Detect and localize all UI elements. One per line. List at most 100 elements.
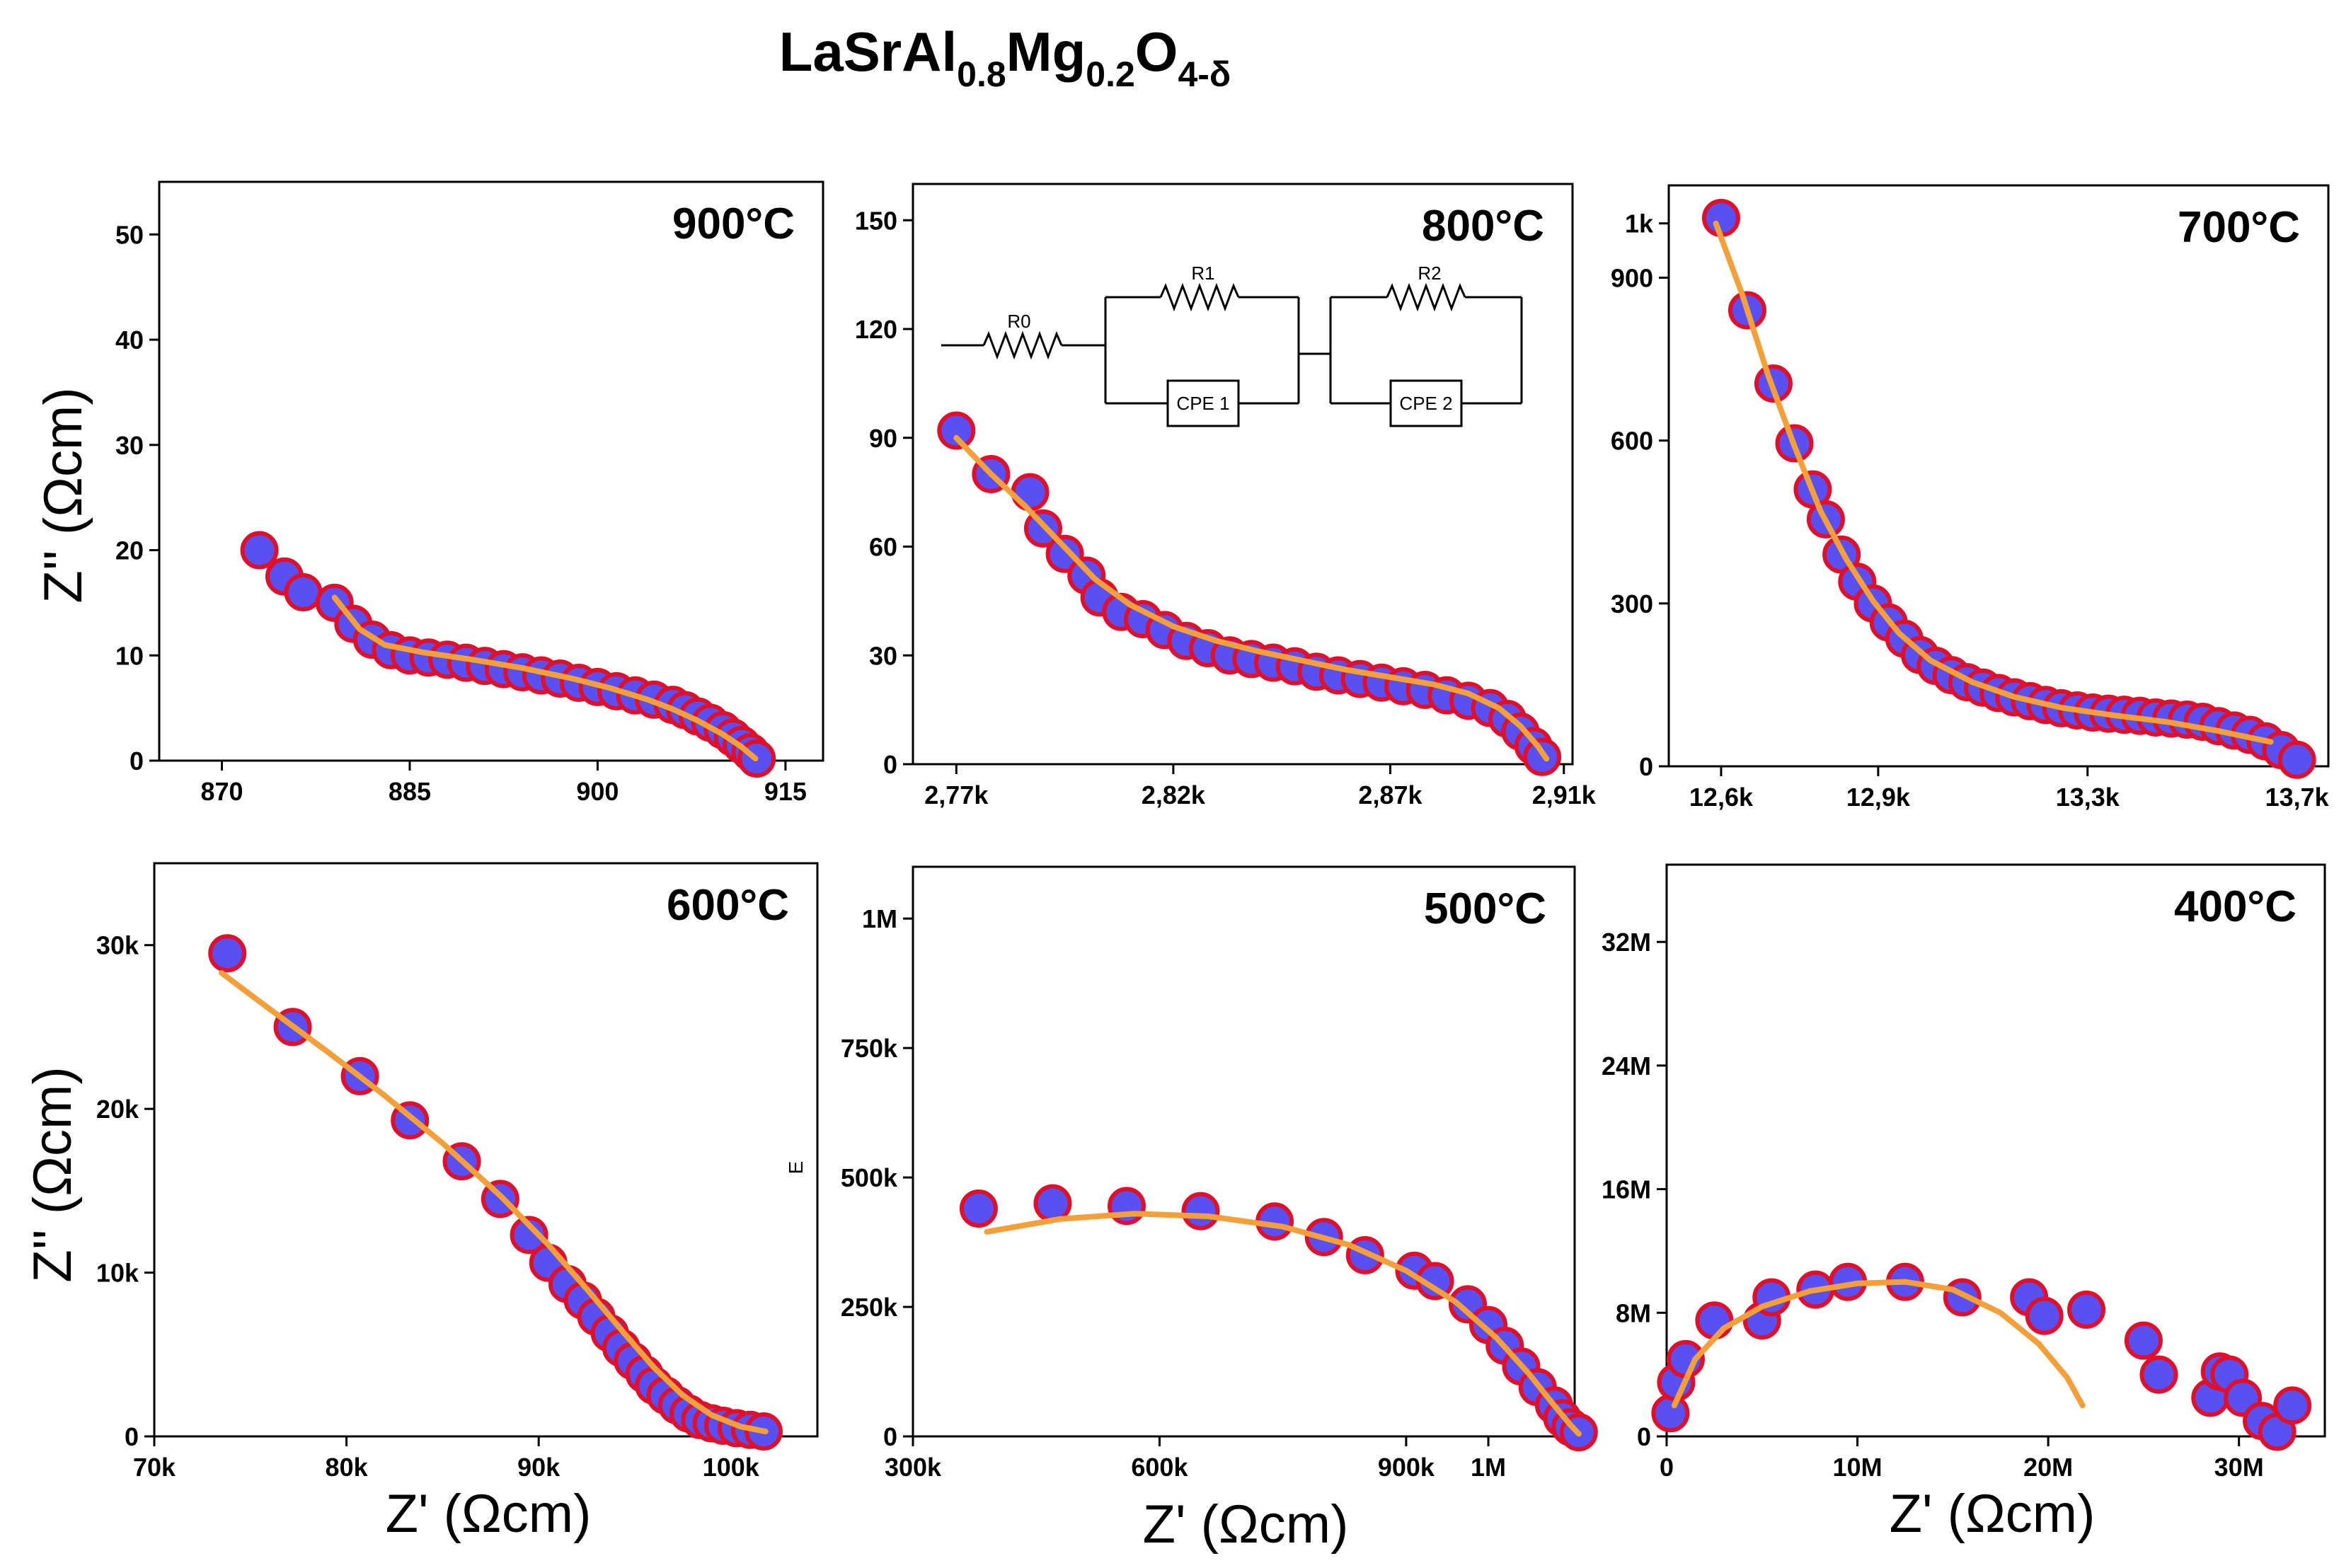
cpe1-label: CPE 1 <box>1176 393 1229 414</box>
y-tick-label: 30 <box>115 431 144 460</box>
title-subscript: 0.2 <box>1086 54 1135 94</box>
data-point <box>2025 1296 2064 1335</box>
data-point <box>937 411 976 450</box>
ylabel-bottom-row: Z'' (Ωcm) <box>23 1066 83 1282</box>
temperature-label: 400°C <box>2174 882 2297 931</box>
x-tick-label: 1M <box>1471 1453 1506 1482</box>
y-tick-label: 900 <box>1611 263 1653 292</box>
chart-panel-2: 0 30 60 90 120 150 2,77k 2,82k 2,87k 2,91k 800°C <box>855 183 1597 809</box>
chart-panel-1: 0 10 20 30 40 50 870 885 900 915 900°C <box>115 180 824 806</box>
fit-line <box>953 434 1550 762</box>
plot-frame <box>912 183 1574 766</box>
x-tick-label: 2,77k <box>924 780 989 809</box>
data-point <box>284 573 323 612</box>
resistor-r1 <box>1159 282 1240 312</box>
y-tick-label: 10 <box>115 641 144 670</box>
data-point <box>510 1216 548 1255</box>
x-tick-label: 2,91k <box>1532 780 1597 809</box>
fit-line <box>1713 220 2274 745</box>
data-point <box>240 531 279 570</box>
y-tick-label: 20 <box>115 536 144 565</box>
x-tick-label: 70k <box>133 1453 176 1482</box>
fit-line <box>219 970 769 1435</box>
x-tick-label: 600k <box>1131 1453 1188 1482</box>
resistor-r0 <box>982 330 1063 360</box>
x-tick-label: 90k <box>517 1453 561 1482</box>
y-tick-label: 24M <box>1602 1051 1651 1080</box>
stray-label: E <box>785 1161 807 1175</box>
y-tick-label: 1M <box>862 904 897 933</box>
x-tick-label: 12,9k <box>1846 783 1911 812</box>
x-tick-label: 80k <box>326 1453 369 1482</box>
temperature-label: 700°C <box>2178 203 2300 252</box>
y-tick-label: 750k <box>841 1034 898 1063</box>
y-tick-label: 300 <box>1611 589 1653 618</box>
x-tick-label: 20M <box>2023 1453 2073 1482</box>
chart-panel-5: 0 250k 500k 750k 1M 300k 600k 900k 1M 500°C <box>841 865 1598 1482</box>
x-tick-label: 13,7k <box>2265 783 2330 812</box>
y-tick-label: 0 <box>883 750 897 779</box>
y-tick-label: 0 <box>130 746 144 776</box>
cpe2-label: CPE 2 <box>1399 393 1452 414</box>
chart-panel-4: 0 10k 20k 30k 70k 80k 90k 100k 600°C <box>96 862 819 1482</box>
data-point <box>959 1189 998 1228</box>
resistor-r2 <box>1386 282 1466 312</box>
r1-label: R1 <box>1191 263 1214 284</box>
data-point <box>1695 1301 1734 1340</box>
r2-label: R2 <box>1418 263 1441 284</box>
x-tick-label: 300k <box>885 1453 942 1482</box>
data-point <box>2273 1386 2312 1425</box>
title-subscript: 0.8 <box>957 54 1006 94</box>
x-tick-label: 900k <box>1378 1453 1435 1482</box>
chart-panel-3: 0 300 600 900 1k 12,6k 12,9k 13,3k 13,7k 700°C <box>1611 184 2330 812</box>
y-tick-label: 600 <box>1611 427 1653 456</box>
data-point <box>2124 1321 2163 1360</box>
chart-panel-6: 0 8M 16M 24M 32M 0 10M 20M 30M 400°C <box>1602 863 2326 1482</box>
title-segment: LaSrAl <box>779 21 957 83</box>
title-subscript: 4-δ <box>1178 54 1231 94</box>
y-tick-label: 30 <box>869 641 897 670</box>
y-tick-label: 30k <box>96 931 139 960</box>
temperature-label: 800°C <box>1422 202 1544 250</box>
data-point <box>208 934 247 973</box>
figure-title: LaSrAl0.8Mg0.2O4-δ <box>779 21 1231 94</box>
y-tick-label: 250k <box>841 1293 898 1322</box>
x-tick-label: 870 <box>200 777 243 806</box>
y-tick-label: 500k <box>841 1163 898 1192</box>
y-tick-label: 20k <box>96 1095 139 1124</box>
x-tick-label: 0 <box>1660 1453 1674 1482</box>
x-tick-label: 12,6k <box>1689 783 1754 812</box>
y-tick-label: 0 <box>1639 752 1653 781</box>
x-tick-label: 2,82k <box>1142 780 1206 809</box>
fit-line <box>984 1211 1582 1437</box>
x-tick-label: 2,87k <box>1358 780 1422 809</box>
equivalent-circuit-inset <box>941 282 1523 427</box>
y-tick-label: 90 <box>869 424 897 453</box>
y-tick-label: 10k <box>96 1259 139 1288</box>
data-point <box>2139 1355 2178 1394</box>
x-tick-label: 885 <box>389 777 431 806</box>
data-point <box>1651 1394 1690 1433</box>
x-tick-label: 100k <box>703 1453 760 1482</box>
xlabel-panel-4: Z' (Ωcm) <box>386 1484 592 1544</box>
x-tick-label: 13,3k <box>2056 783 2120 812</box>
x-tick-label: 900 <box>576 777 619 806</box>
data-point <box>1011 473 1050 512</box>
y-tick-label: 8M <box>1616 1298 1651 1327</box>
title-segment: Mg <box>1006 21 1086 83</box>
plot-frame <box>912 865 1576 1438</box>
xlabel-panel-5: Z' (Ωcm) <box>1143 1494 1349 1555</box>
x-tick-label: 10M <box>1833 1453 1882 1482</box>
r0-label: R0 <box>1007 311 1030 332</box>
data-point <box>2067 1290 2106 1329</box>
y-tick-label: 16M <box>1602 1175 1651 1204</box>
xlabel-panel-6: Z' (Ωcm) <box>1890 1484 2096 1544</box>
y-tick-label: 1k <box>1625 209 1654 238</box>
y-tick-label: 0 <box>883 1422 897 1451</box>
y-tick-label: 32M <box>1602 928 1651 957</box>
plot-frame <box>1665 863 2326 1438</box>
fit-line <box>331 594 759 761</box>
title-segment: O <box>1135 21 1178 83</box>
data-point <box>1181 1192 1220 1230</box>
